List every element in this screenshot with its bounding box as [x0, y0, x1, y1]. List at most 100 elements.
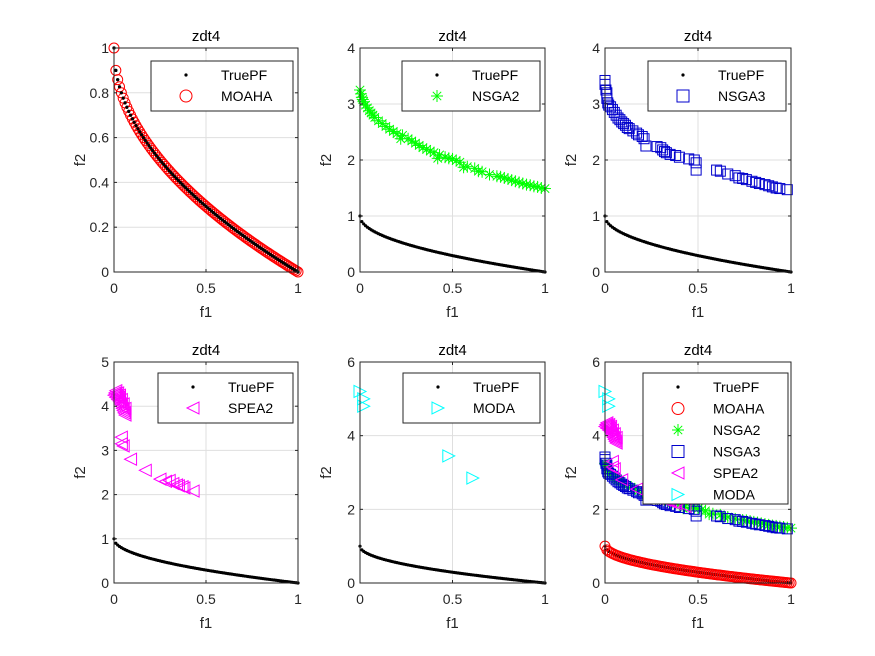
y-axis-label: f2 — [563, 154, 580, 167]
data-point-nsga2 — [505, 174, 518, 187]
data-point-moaha — [114, 81, 126, 93]
data-point-spea2 — [117, 408, 132, 422]
data-point-nsga3 — [600, 84, 612, 96]
marker-stroke — [533, 182, 543, 192]
y-tick-label: 2 — [101, 487, 109, 503]
y-tick-label: 0.2 — [90, 219, 110, 235]
data-point-spea2 — [607, 462, 621, 476]
data-point-truepf — [163, 164, 168, 169]
marker-stroke — [388, 126, 398, 136]
marker-stroke — [529, 181, 539, 191]
data-point-spea2 — [614, 473, 629, 487]
marker-stroke — [357, 92, 367, 102]
data-point-truepf — [141, 136, 146, 140]
x-tick-label: 1 — [294, 280, 302, 296]
marker-stroke — [407, 136, 417, 146]
data-point-nsga3 — [627, 484, 639, 496]
marker-stroke — [503, 174, 513, 184]
legend-label: TruePF — [228, 379, 274, 395]
data-point-truepf — [125, 105, 129, 109]
data-point-moda — [357, 392, 371, 406]
data-point-nsga3 — [737, 172, 749, 184]
data-point-nsga3 — [601, 92, 613, 104]
data-point-truepf — [165, 167, 169, 171]
data-point-truepf — [162, 162, 166, 166]
legend-box — [401, 60, 541, 112]
data-point-moaha — [242, 233, 254, 245]
y-tick-label: 0.8 — [90, 85, 110, 101]
data-point-spea2 — [607, 432, 621, 447]
data-point-moaha — [231, 225, 243, 237]
data-point-moaha — [233, 227, 245, 239]
legend: TruePF NSGA3 — [647, 60, 787, 112]
data-point-spea2 — [112, 388, 127, 402]
data-point-moaha — [228, 223, 240, 235]
data-point-truepf — [152, 151, 157, 155]
legend-item-spea2: SPEA2 — [185, 400, 273, 416]
data-point-moaha — [165, 167, 177, 179]
legend-marker-nsga2 — [672, 424, 684, 436]
chart-title: zdt4 — [192, 342, 220, 359]
data-point-truepf — [149, 146, 153, 150]
legend-label: NSGA3 — [713, 444, 761, 460]
data-point-truepf — [160, 160, 164, 164]
legend-item-nsga3: NSGA3 — [676, 88, 766, 104]
data-point-nsga3 — [733, 172, 745, 184]
legend-label: MODA — [713, 487, 756, 503]
marker-stroke — [429, 148, 439, 158]
x-tick-label: 0 — [356, 280, 364, 296]
x-tick-label: 0.5 — [443, 280, 463, 296]
data-point-moaha — [252, 240, 264, 252]
data-point-nsga3 — [781, 523, 793, 535]
legend-marker-moaha — [179, 89, 193, 103]
data-point-nsga3 — [619, 119, 631, 131]
data-point-truepf — [147, 144, 151, 148]
data-point-moaha — [169, 171, 181, 183]
data-point-nsga3 — [766, 521, 778, 533]
legend-marker-spea2 — [185, 401, 200, 415]
legend-item-nsga2: NSGA2 — [431, 88, 520, 104]
legend-label: NSGA2 — [713, 422, 761, 438]
data-point-spea2 — [603, 419, 618, 434]
legend-item-truepf: TruePF — [681, 67, 764, 83]
data-point-spea2 — [123, 452, 138, 467]
data-point-nsga3 — [610, 474, 622, 486]
data-point-nsga3 — [632, 129, 644, 141]
legend-marker-truepf — [435, 73, 439, 77]
legend-label: MOAHA — [713, 401, 765, 417]
data-point-moaha — [117, 92, 129, 104]
marker-stroke — [536, 183, 546, 193]
data-point-spea2 — [111, 390, 126, 405]
data-point-spea2 — [114, 430, 128, 444]
data-point-truepf — [123, 101, 127, 105]
marker-stroke — [459, 162, 469, 172]
y-tick-label: 0 — [101, 575, 109, 591]
legend-label: TruePF — [221, 67, 267, 83]
marker-stroke — [514, 177, 524, 187]
marker-stroke — [499, 173, 509, 183]
subplot-5: 0 0.5 1 0 2 4 6 zdt4 f1 f2 TruePF MODA — [318, 342, 549, 632]
data-point-nsga3 — [763, 520, 775, 532]
data-point-moaha — [290, 265, 302, 277]
data-point-moaha — [132, 123, 144, 135]
data-point-moaha — [244, 235, 256, 247]
data-point-moaha — [211, 210, 223, 222]
data-point-spea2 — [117, 401, 132, 416]
data-point-moaha — [158, 158, 170, 170]
data-point-nsga3 — [690, 510, 702, 522]
subplot-3: 0 0.5 1 0 1 2 3 4 zdt4 f1 f2 TruePF NSGA3 — [563, 28, 795, 321]
marker-stroke — [403, 134, 413, 144]
y-tick-label: 4 — [347, 40, 355, 56]
data-point-spea2 — [109, 388, 124, 402]
data-point-truepf — [127, 109, 131, 113]
data-point-truepf — [132, 120, 136, 124]
data-point-truepf — [121, 96, 125, 100]
legend-label: NSGA2 — [472, 88, 520, 104]
data-point-spea2 — [606, 430, 620, 445]
data-point-moaha — [220, 217, 232, 229]
data-point-spea2 — [115, 401, 129, 416]
data-point-truepf — [134, 123, 138, 128]
data-point-nsga3 — [614, 114, 626, 126]
data-point-moda — [357, 399, 371, 414]
legend-item-truepf: TruePF — [676, 379, 759, 395]
